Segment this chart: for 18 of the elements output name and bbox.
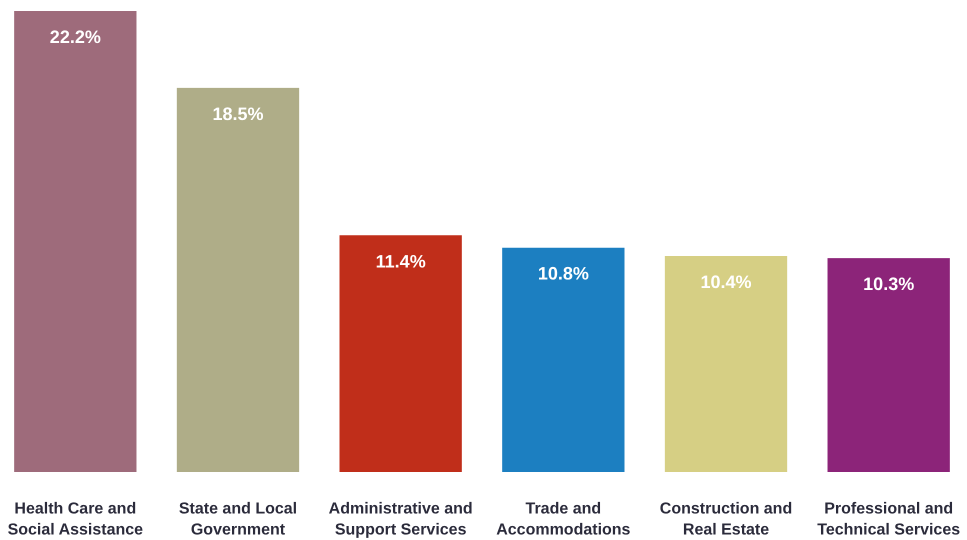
bar xyxy=(176,88,300,472)
data-label: 11.4% xyxy=(376,251,426,272)
x-tick-label: State and Local Government xyxy=(178,500,298,538)
data-label: 18.5% xyxy=(212,104,264,124)
data-label: 22.2% xyxy=(50,27,101,47)
bar xyxy=(502,248,624,472)
bar xyxy=(828,258,950,472)
x-tick-label: Professional and Technical Services xyxy=(817,500,960,538)
x-tick-label: Health Care and Social Assistance xyxy=(8,500,144,538)
x-tick-label: Construction and Real Estate xyxy=(660,500,792,538)
data-label: 10.4% xyxy=(700,272,752,292)
data-label: 10.3% xyxy=(863,274,914,294)
bar xyxy=(340,235,462,472)
x-tick-label: Trade and Accommodations xyxy=(496,500,631,538)
x-tick-label: Administrative and Support Services xyxy=(328,500,473,538)
bar xyxy=(14,11,136,472)
bar xyxy=(664,256,788,472)
data-label: 10.8% xyxy=(538,264,589,284)
